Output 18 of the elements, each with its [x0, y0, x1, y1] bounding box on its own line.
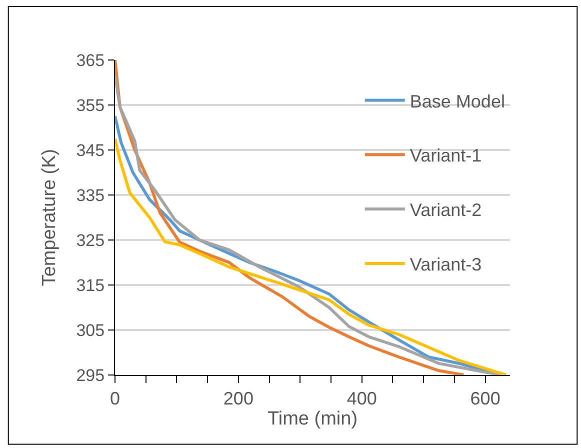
legend-label: Variant-3	[410, 254, 482, 274]
y-axis-title: Temperature (K)	[39, 148, 60, 286]
y-tick-label: 345	[76, 140, 105, 160]
y-tick-label: 335	[76, 186, 105, 205]
legend-label: Base Model	[410, 91, 505, 112]
y-tick-label: 365	[76, 50, 105, 70]
y-tick-label: 295	[76, 366, 105, 385]
x-tick-label: 0	[110, 388, 120, 409]
y-tick-label: 325	[76, 230, 105, 250]
y-tick-label: 315	[76, 276, 105, 295]
y-tick-label: 305	[76, 320, 105, 340]
legend-label: Variant-2	[410, 200, 482, 220]
x-tick-label: 600	[470, 388, 500, 409]
y-tick-label: 355	[76, 96, 105, 115]
x-tick-label: 200	[223, 388, 254, 409]
x-axis-title: Time (min)	[267, 408, 358, 430]
x-tick-label: 400	[346, 388, 377, 409]
legend-label: Variant-1	[410, 146, 482, 166]
